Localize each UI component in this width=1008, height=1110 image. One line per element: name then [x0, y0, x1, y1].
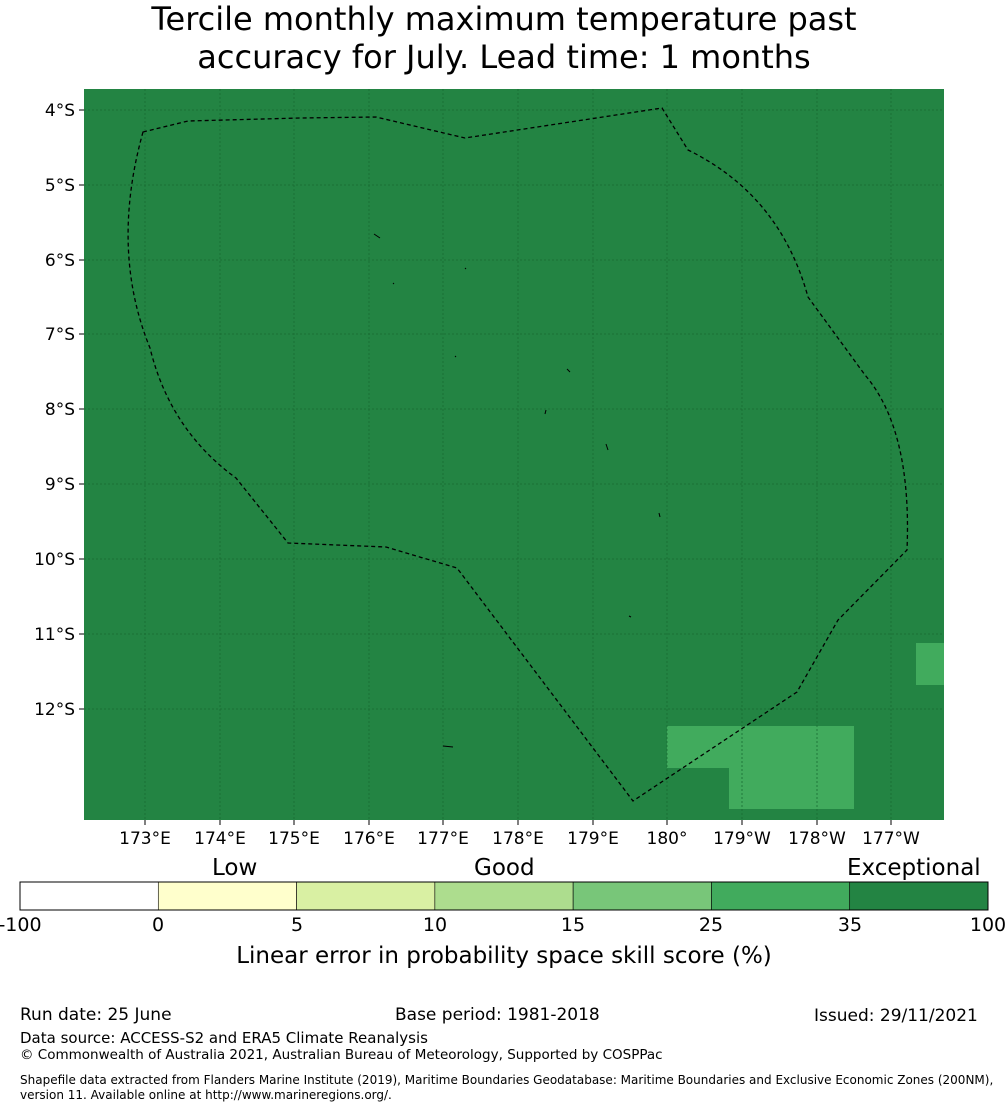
island	[464, 267, 467, 270]
colorbar-segment	[711, 881, 851, 911]
lon-ticks	[144, 820, 892, 825]
island	[628, 615, 632, 618]
lon-label: 179°W	[713, 829, 771, 849]
lon-label: 178°W	[788, 829, 846, 849]
island	[373, 233, 381, 239]
island	[658, 512, 661, 518]
base-period: Base period: 1981-2018	[395, 1005, 600, 1025]
colorbar-frame	[19, 881, 989, 911]
lon-labels: 173°E 174°E 175°E 176°E 177°E 178°E 179°…	[119, 829, 920, 849]
colorbar-tick: 35	[837, 914, 863, 936]
colorbar-segment	[296, 881, 436, 911]
colorbar-segment	[849, 881, 989, 911]
skill-patch-east	[916, 643, 944, 685]
eez-boundary	[127, 107, 909, 802]
islands	[373, 233, 661, 748]
lat-label: 11°S	[34, 625, 75, 645]
colorbar-tick: 25	[698, 914, 724, 936]
lat-label: 7°S	[45, 325, 75, 345]
copyright: © Commonwealth of Australia 2021, Austra…	[20, 1047, 663, 1063]
island	[442, 745, 454, 748]
lon-label: 174°E	[194, 829, 246, 849]
lat-ticks	[79, 109, 84, 710]
lat-label: 9°S	[45, 475, 75, 495]
colorbar-category-good: Good	[474, 855, 535, 881]
chart-title: Tercile monthly maximum temperature past…	[0, 0, 1008, 76]
colorbar-segment	[434, 881, 574, 911]
lat-labels: 4°S 5°S 6°S 7°S 8°S 9°S 10°S 11°S 12°S	[34, 101, 75, 720]
shapefile-credit-line-1: Shapefile data extracted from Flanders M…	[20, 1073, 994, 1087]
lat-label: 5°S	[45, 176, 75, 196]
title-line-1: Tercile monthly maximum temperature past	[151, 0, 857, 38]
title-line-2: accuracy for July. Lead time: 1 months	[197, 38, 811, 76]
lon-label: 173°E	[119, 829, 171, 849]
colorbar-segment	[157, 881, 297, 911]
island	[605, 443, 609, 451]
lon-label: 176°E	[343, 829, 395, 849]
island	[454, 355, 457, 358]
island	[544, 409, 547, 415]
lon-label: 179°E	[567, 829, 619, 849]
lat-label: 4°S	[45, 101, 75, 121]
colorbar-segment	[572, 881, 712, 911]
map-background	[84, 89, 944, 820]
island	[392, 282, 395, 285]
lat-label: 6°S	[45, 251, 75, 271]
lon-label: 180°	[647, 829, 688, 849]
issued-date: Issued: 29/11/2021	[814, 1006, 978, 1026]
lon-label: 175°E	[268, 829, 320, 849]
lat-label: 10°S	[34, 550, 75, 570]
colorbar-category-low: Low	[212, 855, 258, 881]
run-date: Run date: 25 June	[20, 1005, 172, 1025]
shapefile-credit-line-2: version 11. Available online at http://w…	[20, 1088, 392, 1102]
shapefile-credit: Shapefile data extracted from Flanders M…	[20, 1073, 1008, 1103]
colorbar-label: Linear error in probability space skill …	[236, 943, 772, 969]
colorbar-tick: 5	[290, 914, 304, 936]
data-source: Data source: ACCESS-S2 and ERA5 Climate …	[20, 1029, 428, 1047]
colorbar-segment	[19, 881, 159, 911]
colorbar-tick: 0	[151, 914, 165, 936]
graticule	[84, 89, 944, 820]
colorbar-tick: 10	[422, 914, 448, 936]
lon-label: 178°E	[492, 829, 544, 849]
island	[566, 368, 571, 373]
colorbar-tick: 100	[969, 914, 1007, 936]
colorbar-tick: 15	[560, 914, 586, 936]
lat-label: 12°S	[34, 700, 75, 720]
colorbar-category-exceptional: Exceptional	[847, 855, 981, 881]
colorbar	[19, 881, 989, 911]
lat-label: 8°S	[45, 400, 75, 420]
lon-label: 177°W	[862, 829, 920, 849]
lon-label: 177°E	[417, 829, 469, 849]
colorbar-tick: -100	[0, 914, 42, 936]
